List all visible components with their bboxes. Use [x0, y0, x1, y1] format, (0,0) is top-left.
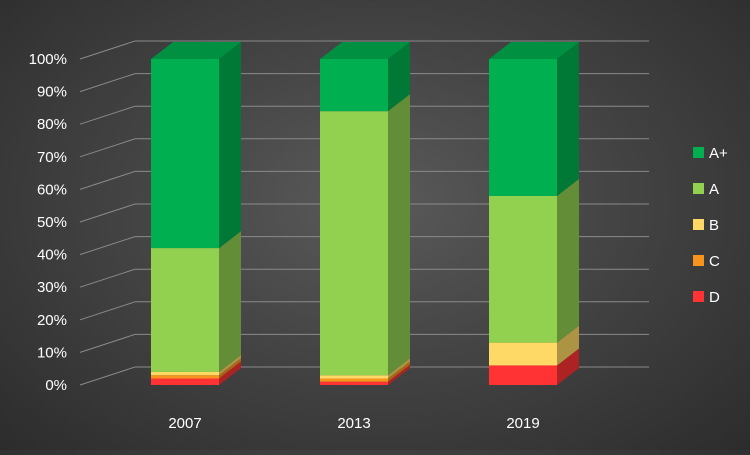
bar-segment — [489, 59, 557, 196]
bar-segment — [151, 59, 219, 249]
bar-segment-side — [557, 42, 579, 196]
bar-segment — [320, 59, 388, 112]
bar-segment — [151, 375, 219, 379]
bar-segment — [151, 378, 219, 385]
y-tick-label: 80% — [37, 116, 67, 133]
gridline-depth — [79, 105, 136, 125]
gridline-depth — [79, 203, 136, 223]
bar-segment — [489, 365, 557, 385]
bar-segment-side — [219, 231, 241, 372]
y-tick-label: 60% — [37, 181, 67, 198]
bar-segment — [151, 371, 219, 376]
bar-top — [320, 42, 410, 59]
legend-swatch — [693, 147, 704, 158]
legend-label: A — [709, 181, 719, 198]
bar-segment-side — [557, 178, 579, 343]
legend-swatch — [693, 255, 704, 266]
x-tick-label: 2007 — [168, 415, 201, 432]
gridline-depth — [79, 138, 136, 158]
bar-segment — [320, 378, 388, 382]
y-tick-label: 10% — [37, 344, 67, 361]
bar-segment-side — [388, 364, 410, 385]
y-tick-label: 90% — [37, 84, 67, 101]
y-tick-label: 70% — [37, 149, 67, 166]
bar-segment-side — [388, 42, 410, 112]
gridline-depth — [79, 268, 136, 288]
bar-segment-side — [388, 361, 410, 382]
bar-segment — [320, 375, 388, 379]
gridline-depth — [79, 366, 136, 386]
bar-segment-side — [219, 358, 241, 379]
legend-label: D — [709, 289, 720, 306]
bar-top — [151, 42, 241, 59]
y-tick-label: 40% — [37, 247, 67, 264]
gridline-depth — [79, 236, 136, 256]
bar-segment-side — [388, 358, 410, 379]
bar-segment — [489, 195, 557, 343]
legend-swatch — [693, 219, 704, 230]
y-tick-label: 0% — [45, 377, 67, 394]
y-tick-label: 50% — [37, 214, 67, 231]
gridline-depth — [79, 170, 136, 190]
bar-stack-2013: 2013 — [320, 42, 410, 432]
bar-segment-side — [557, 348, 579, 385]
bar-top — [489, 42, 579, 59]
bars: 2007 2013 2019 — [151, 42, 579, 432]
legend-label: B — [709, 217, 719, 234]
bar-segment — [320, 111, 388, 376]
x-tick-label: 2019 — [506, 415, 539, 432]
bar-stack-2007: 2007 — [151, 42, 241, 432]
x-tick-label: 2013 — [337, 415, 370, 432]
gridline-depth — [79, 40, 136, 60]
bar-segment-side — [219, 354, 241, 376]
bar-segment — [151, 248, 219, 372]
legend-label: C — [709, 253, 720, 270]
legend-swatch — [693, 183, 704, 194]
bar-segment-side — [388, 94, 410, 376]
bar-stack-2019: 2019 — [489, 42, 579, 432]
y-tick-label: 100% — [29, 51, 67, 68]
legend-label: A+ — [709, 145, 728, 162]
bar-segment-side — [557, 325, 579, 366]
bar-segment-side — [219, 361, 241, 385]
bar-segment — [489, 342, 557, 366]
y-axis: 0% 10% 20% 30% 40% 50% 60% 70% 80% 90% 100% — [29, 51, 67, 394]
gridline-depth — [79, 73, 136, 93]
gridline-depth — [79, 301, 136, 321]
y-tick-label: 20% — [37, 312, 67, 329]
bar-segment-side — [219, 42, 241, 249]
bar-segment — [320, 381, 388, 385]
legend: A+ A B C D — [693, 145, 728, 306]
y-tick-label: 30% — [37, 279, 67, 296]
legend-swatch — [693, 291, 704, 302]
gridline-depth — [79, 333, 136, 353]
